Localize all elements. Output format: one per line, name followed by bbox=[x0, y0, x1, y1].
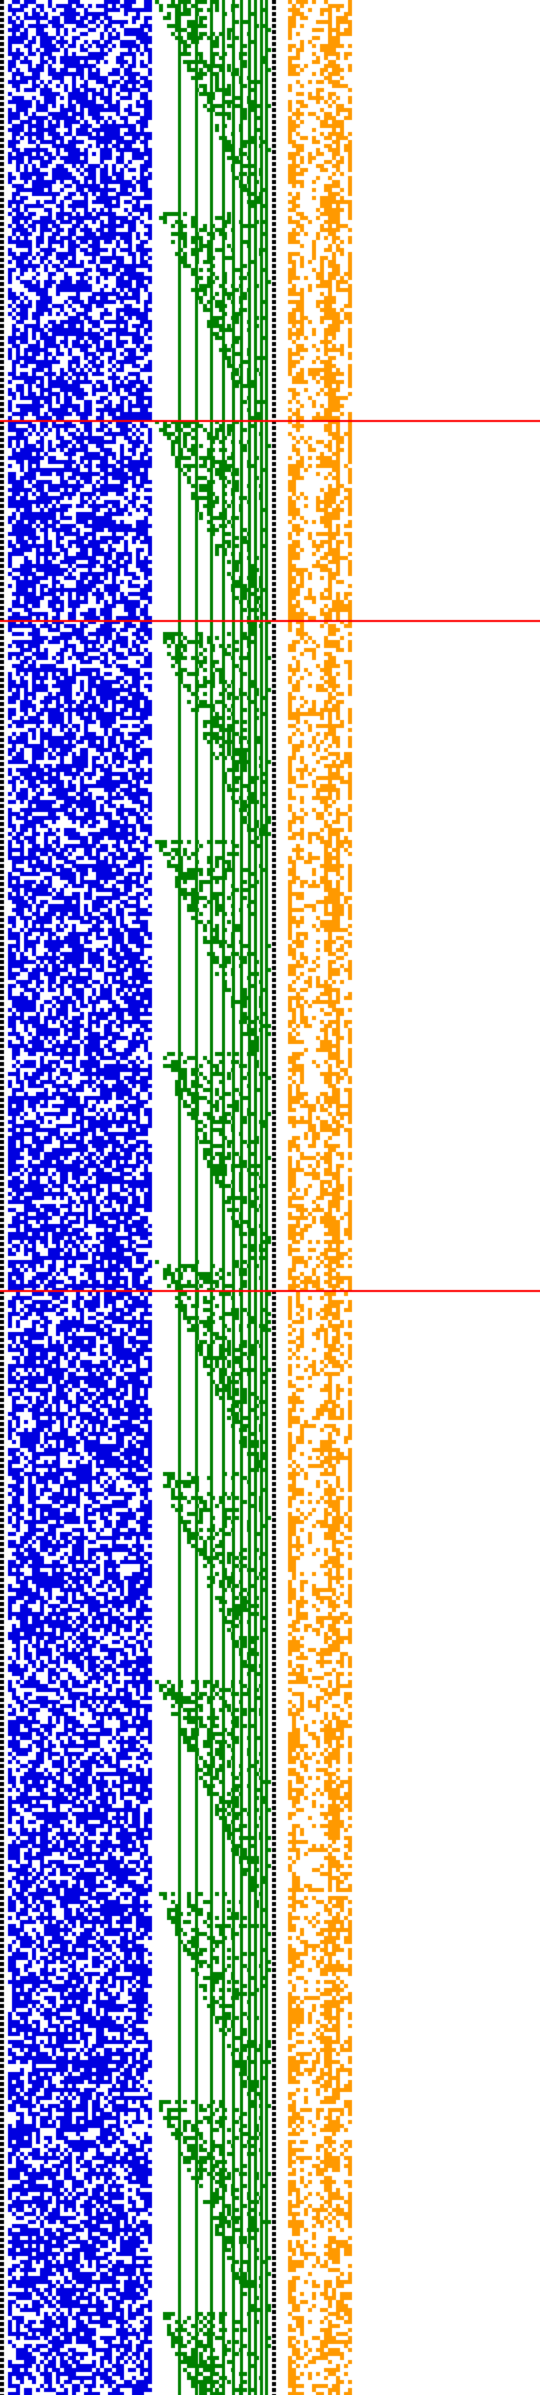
bitmap-visualization bbox=[0, 0, 540, 2395]
matrix-canvas bbox=[0, 0, 540, 2395]
